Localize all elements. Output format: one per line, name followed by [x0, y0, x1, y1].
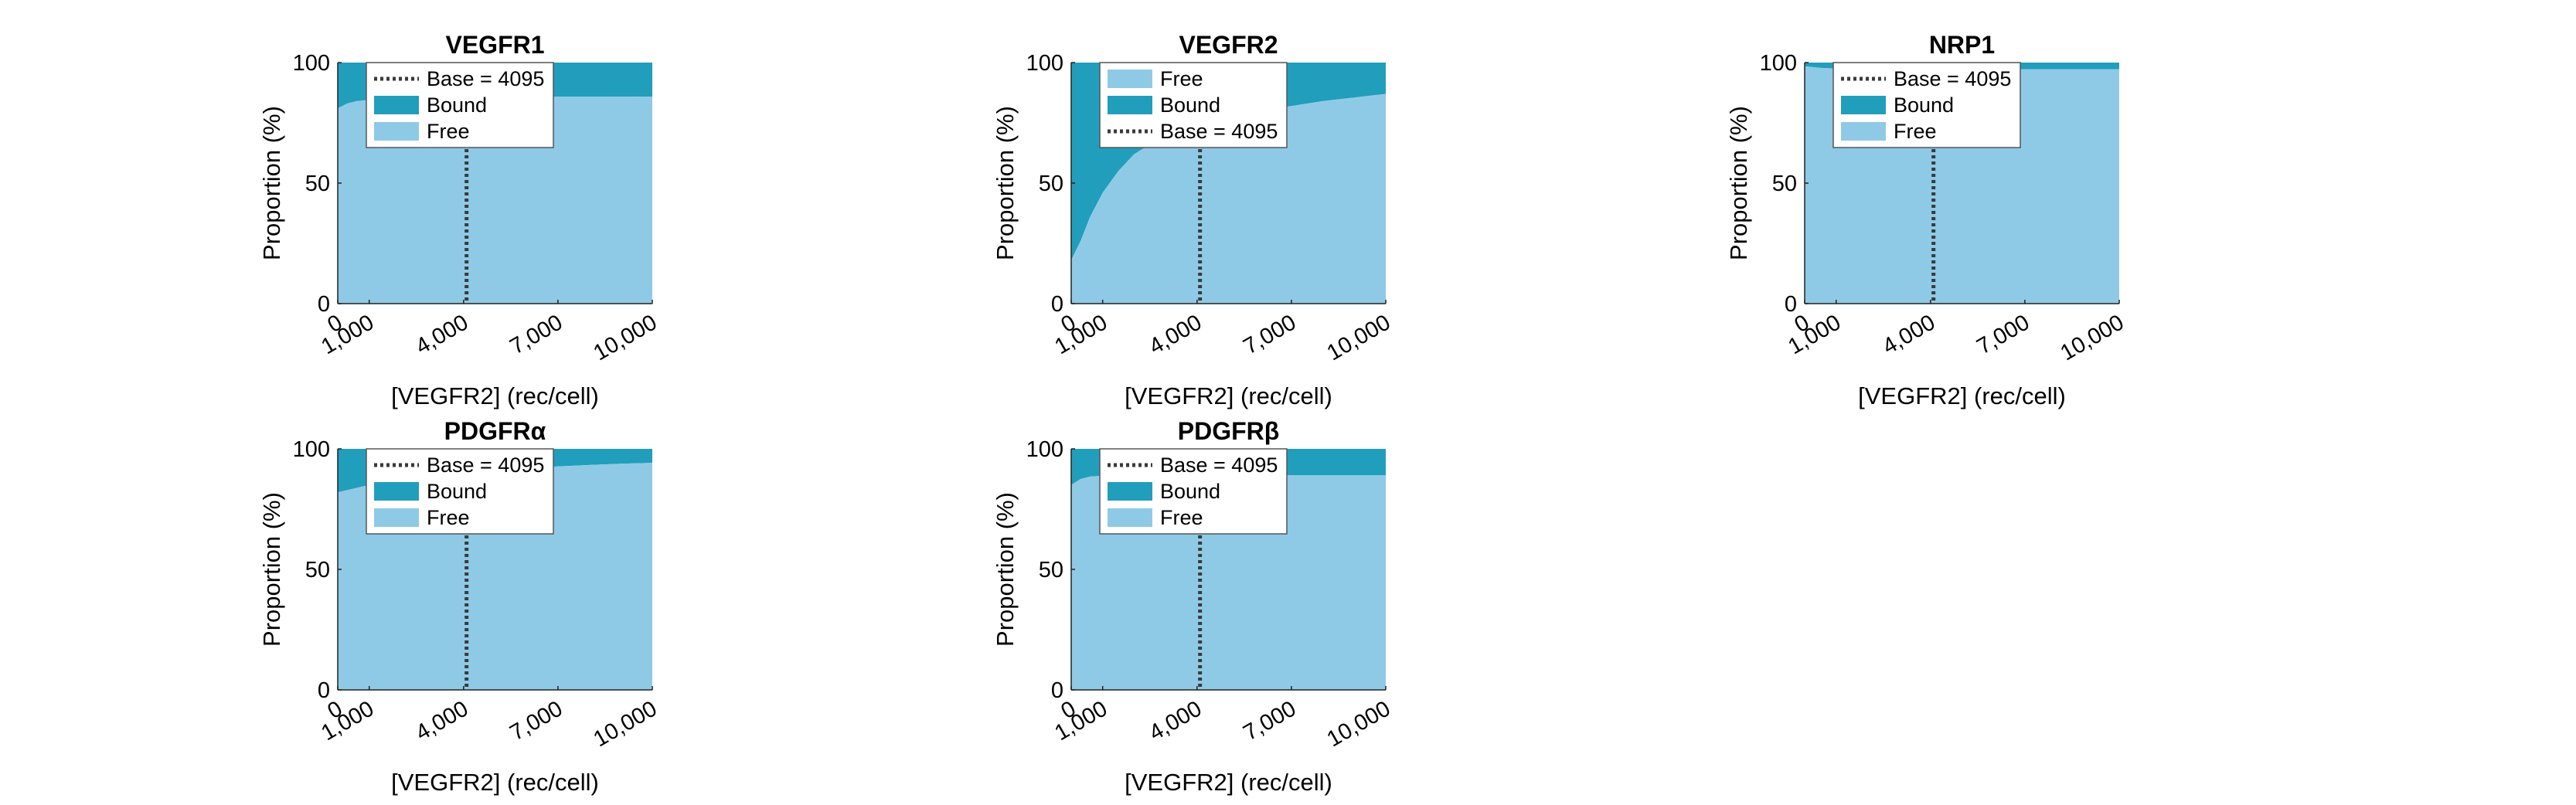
- legend-free-swatch: [1108, 508, 1152, 527]
- panel-title: NRP1: [1929, 31, 1995, 59]
- x-axis-label: [VEGFR2] (rec/cell): [391, 769, 599, 796]
- x-tick-label: 4,000: [1145, 310, 1206, 359]
- y-tick-label: 50: [1039, 172, 1063, 196]
- y-axis-label: Proportion (%): [1725, 106, 1752, 260]
- x-tick-label: 10,000: [2057, 310, 2129, 365]
- x-axis-label: [VEGFR2] (rec/cell): [391, 382, 599, 409]
- x-tick-label: 4,000: [411, 696, 472, 746]
- legend: Base = 4095 Bound Free: [366, 62, 554, 148]
- y-tick-label: 100: [293, 437, 330, 462]
- legend-bound-swatch: [374, 482, 419, 501]
- legend-label: Base = 4095: [1894, 67, 2011, 90]
- panel-title: VEGFR2: [1179, 31, 1278, 59]
- legend-label: Free: [427, 506, 470, 529]
- legend-free-swatch: [374, 122, 419, 141]
- y-axis-label: Proportion (%): [992, 106, 1019, 260]
- legend-label: Free: [1160, 67, 1203, 90]
- y-tick-label: 100: [293, 51, 330, 76]
- y-tick-label: 50: [305, 558, 330, 583]
- free-area: [338, 97, 652, 304]
- x-tick-label: 4,000: [1145, 696, 1206, 746]
- x-tick-label: 4,000: [411, 310, 472, 359]
- x-axis-label: [VEGFR2] (rec/cell): [1125, 769, 1332, 796]
- x-tick-label: 10,000: [590, 696, 662, 752]
- legend-bound-swatch: [1108, 482, 1152, 501]
- y-tick-label: 0: [318, 292, 330, 317]
- legend-label: Bound: [427, 480, 487, 503]
- x-axis-label: [VEGFR2] (rec/cell): [1858, 382, 2066, 409]
- y-axis-label: Proportion (%): [992, 492, 1019, 647]
- legend-label: Bound: [1160, 93, 1220, 117]
- y-tick-label: 0: [1785, 292, 1797, 317]
- y-tick-label: 100: [1026, 51, 1063, 76]
- legend-label: Base = 4095: [427, 67, 544, 90]
- legend-label: Bound: [427, 93, 487, 117]
- legend: Base = 4095 Bound Free: [1832, 62, 2021, 148]
- legend-bound-swatch: [1841, 96, 1886, 114]
- legend-bound-swatch: [1108, 96, 1152, 114]
- y-tick-label: 0: [1051, 292, 1063, 317]
- y-axis-label: Proportion (%): [258, 492, 285, 647]
- legend-label: Free: [1894, 120, 1937, 143]
- legend-label: Bound: [1160, 480, 1220, 503]
- y-tick-label: 100: [1760, 51, 1797, 76]
- legend-label: Bound: [1894, 93, 1954, 117]
- legend: Free Bound Base = 4095: [1099, 62, 1288, 148]
- x-axis-label: [VEGFR2] (rec/cell): [1125, 382, 1332, 409]
- y-axis-label: Proportion (%): [258, 106, 285, 260]
- panel-title: PDGFRβ: [1178, 417, 1280, 445]
- x-tick-label: 7,000: [1973, 310, 2034, 359]
- legend: Base = 4095 Bound Free: [366, 448, 554, 535]
- legend-label: Base = 4095: [427, 453, 544, 477]
- y-tick-label: 0: [318, 678, 330, 703]
- x-tick-label: 7,000: [1240, 696, 1301, 746]
- y-tick-label: 50: [1039, 558, 1063, 583]
- x-tick-label: 7,000: [506, 310, 567, 359]
- panel-title: VEGFR1: [445, 31, 544, 59]
- legend-bound-swatch: [374, 96, 419, 114]
- legend-label: Free: [427, 120, 470, 143]
- x-tick-label: 7,000: [1240, 310, 1301, 359]
- legend-label: Base = 4095: [1160, 120, 1278, 143]
- legend: Base = 4095 Bound Free: [1099, 448, 1288, 535]
- y-tick-label: 100: [1026, 437, 1063, 462]
- x-tick-label: 10,000: [590, 310, 662, 365]
- x-tick-label: 4,000: [1878, 310, 1939, 359]
- y-tick-label: 50: [305, 172, 330, 196]
- y-tick-label: 0: [1051, 678, 1063, 703]
- legend-label: Base = 4095: [1160, 453, 1278, 477]
- legend-free-swatch: [1841, 122, 1886, 141]
- x-tick-label: 10,000: [1323, 696, 1395, 752]
- legend-free-swatch: [1108, 70, 1152, 88]
- x-tick-label: 10,000: [1323, 310, 1395, 365]
- panel-title: PDGFRα: [444, 417, 546, 445]
- legend-free-swatch: [374, 508, 419, 527]
- legend-label: Free: [1160, 506, 1203, 529]
- y-tick-label: 50: [1772, 172, 1797, 196]
- x-tick-label: 7,000: [506, 696, 567, 746]
